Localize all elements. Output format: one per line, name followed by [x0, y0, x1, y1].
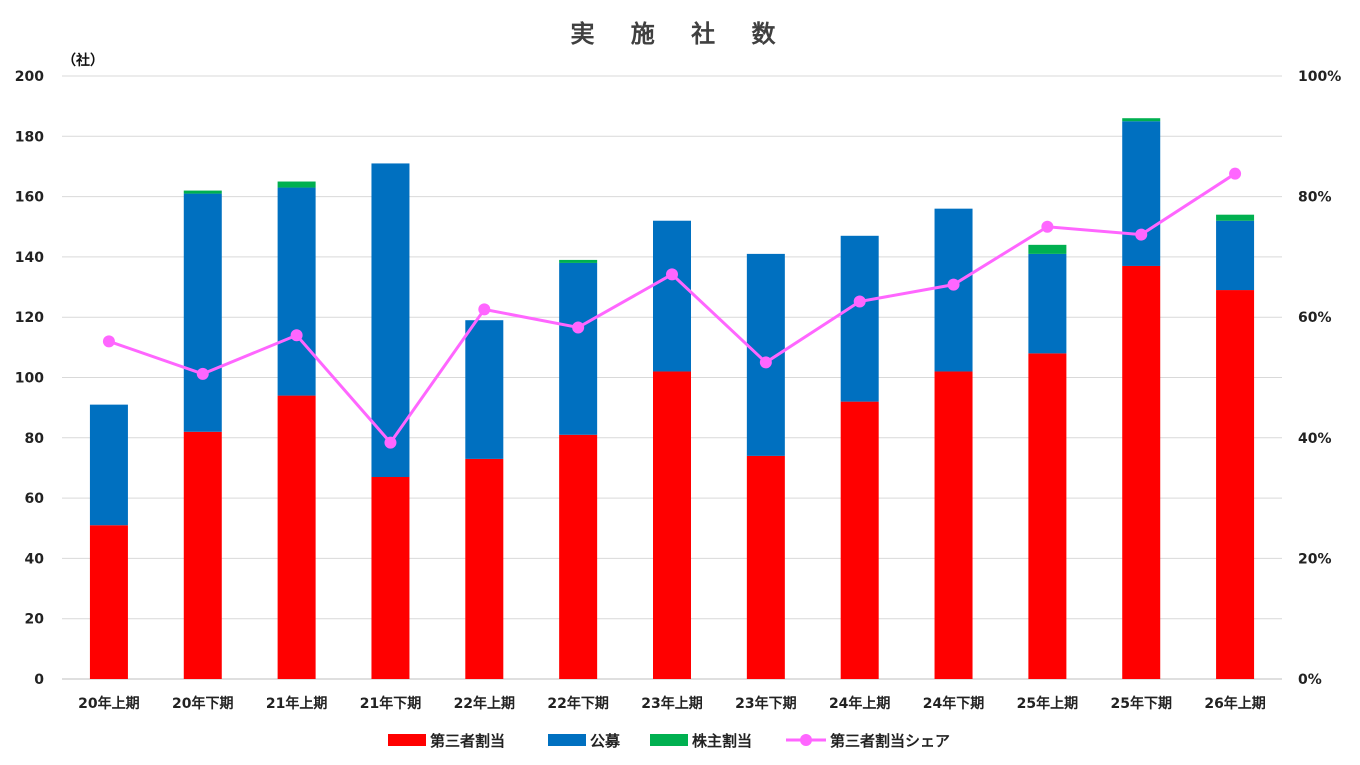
- bar-segment-2: [1216, 214, 1255, 221]
- bar-segment-0: [277, 395, 316, 679]
- bar-segment-0: [653, 371, 691, 679]
- share-point: [478, 303, 491, 316]
- bar-segment-0: [1216, 290, 1255, 679]
- y-right-tick-label: 0%: [1298, 672, 1322, 688]
- x-tick-label: 24年上期: [829, 695, 890, 712]
- y-left-tick-label: 0: [34, 672, 44, 688]
- y-right-tick-label: 100%: [1298, 69, 1341, 85]
- bar-segment-1: [371, 163, 410, 477]
- y-right-tick-label: 60%: [1298, 310, 1332, 326]
- y-right-tick-label: 80%: [1298, 190, 1332, 206]
- bar-segment-0: [465, 458, 504, 679]
- y-left-tick-label: 120: [15, 310, 44, 326]
- bar-segment-0: [934, 371, 973, 679]
- share-point: [853, 295, 866, 308]
- bar-segment-1: [559, 262, 598, 435]
- share-point: [1135, 228, 1148, 241]
- legend-marker: [800, 734, 812, 746]
- x-tick-label: 20年上期: [78, 695, 139, 712]
- bar-segment-0: [1122, 265, 1161, 679]
- y-left-tick-label: 180: [15, 129, 44, 145]
- bar-segment-2: [1122, 118, 1161, 122]
- bar-segment-0: [89, 525, 128, 679]
- x-tick-label: 23年下期: [735, 695, 796, 712]
- chart-title: 実 施 社 数: [570, 20, 789, 48]
- bar-segment-1: [1216, 220, 1255, 291]
- x-tick-label: 21年下期: [360, 695, 421, 712]
- y-left-tick-label: 20: [25, 612, 45, 628]
- bar-segment-1: [1028, 253, 1067, 354]
- y-left-tick-label: 200: [15, 69, 44, 85]
- share-point: [947, 278, 960, 291]
- y-left-tick-label: 40: [25, 551, 45, 567]
- bar-segment-1: [653, 220, 691, 372]
- bar-segment-1: [277, 187, 316, 396]
- legend-label: 公募: [590, 732, 621, 750]
- legend-label: 第三者割当シェア: [830, 732, 950, 750]
- share-point: [1041, 220, 1054, 233]
- x-tick-label: 21年上期: [266, 695, 327, 712]
- x-tick-label: 25年下期: [1110, 695, 1171, 712]
- bar-segment-1: [183, 193, 222, 432]
- bar-segment-0: [183, 431, 222, 679]
- bar-segment-0: [1028, 353, 1067, 679]
- share-point: [1229, 167, 1242, 180]
- x-tick-label: 22年下期: [547, 695, 608, 712]
- bars-group: [89, 118, 1255, 679]
- y-axis-left: 0 20 40 60 80 100 120 140 160 180 200: [15, 69, 44, 688]
- share-point: [196, 367, 209, 380]
- bar-segment-0: [746, 455, 785, 679]
- bar-segment-1: [465, 320, 504, 459]
- x-tick-label: 26年上期: [1204, 695, 1265, 712]
- bar-segment-0: [840, 401, 879, 679]
- x-tick-label: 24年下期: [923, 695, 984, 712]
- legend-swatch: [388, 734, 426, 746]
- x-tick-label: 25年上期: [1017, 695, 1078, 712]
- bar-segment-2: [1028, 244, 1067, 254]
- bar-segment-2: [277, 181, 316, 188]
- bar-segment-0: [559, 434, 598, 679]
- share-line-group: [102, 167, 1242, 449]
- legend-swatch: [548, 734, 586, 746]
- y-right-tick-label: 20%: [1298, 551, 1332, 567]
- share-point: [384, 436, 397, 449]
- bar-segment-0: [371, 476, 410, 679]
- y-right-tick-label: 40%: [1298, 431, 1332, 447]
- legend-label: 株主割当: [692, 732, 752, 750]
- bar-segment-2: [183, 190, 222, 194]
- share-point: [572, 321, 585, 334]
- y-left-tick-label: 140: [15, 250, 44, 266]
- x-axis: 20年上期 20年下期 21年上期 21年下期 22年上期 22年下期 23年上期 23年下期…: [78, 695, 1266, 712]
- y-left-tick-label: 80: [25, 431, 45, 447]
- legend: 第三者割当 公募 株主割当 第三者割当シェア: [388, 732, 950, 750]
- x-tick-label: 23年上期: [641, 695, 702, 712]
- legend-swatch: [650, 734, 688, 746]
- y-axis-right: 0% 20% 40% 60% 80% 100%: [1298, 69, 1341, 688]
- bar-segment-1: [840, 235, 879, 402]
- bar-segment-1: [89, 404, 128, 526]
- legend-label: 第三者割当: [430, 732, 505, 750]
- y-left-tick-label: 160: [15, 190, 44, 206]
- share-point: [666, 268, 678, 281]
- share-point: [290, 329, 303, 342]
- y-unit-label: （社）: [62, 52, 104, 69]
- x-tick-label: 22年上期: [454, 695, 515, 712]
- share-point: [102, 335, 115, 348]
- x-tick-label: 20年下期: [172, 695, 233, 712]
- y-left-tick-label: 60: [25, 491, 45, 507]
- bar-segment-2: [559, 259, 598, 263]
- y-left-tick-label: 100: [15, 371, 44, 387]
- share-point: [759, 356, 772, 369]
- bar-segment-1: [1122, 121, 1161, 266]
